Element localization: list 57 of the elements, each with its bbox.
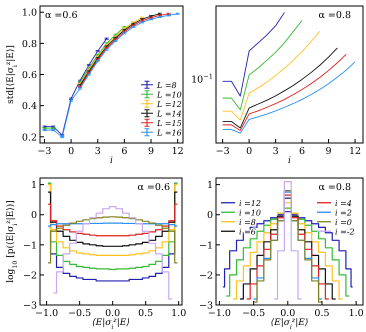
- x-tick-label: 0: [246, 146, 252, 157]
- y-tick-label: −2: [198, 270, 213, 282]
- x-axis-title: i: [288, 156, 292, 166]
- x-tick-label: −0.5: [242, 308, 266, 319]
- y-tick-label: −1: [22, 240, 37, 252]
- x-tick-label: 6: [299, 146, 306, 157]
- x-tick-label: 3: [94, 146, 101, 157]
- x-tick-label: 1.0: [171, 308, 186, 319]
- x-tick-label: 6: [121, 146, 128, 157]
- y-tick-label: 0.8: [22, 38, 37, 50]
- x-tick-label: 3: [272, 146, 279, 157]
- y-tick-label: 1.0: [22, 8, 37, 19]
- x-tick-label: 0.0: [280, 308, 296, 319]
- text: 10$^{−1}$: [191, 72, 213, 86]
- x-tick-label: 12: [172, 146, 184, 157]
- annotation: α =0.6: [137, 182, 170, 193]
- legend-label: L =8: [156, 80, 177, 90]
- legend-label: L =15: [156, 118, 182, 128]
- x-tick-label: 0.5: [314, 308, 330, 319]
- x-tick-label: 0: [68, 146, 74, 157]
- x-tick-label: 9: [148, 146, 154, 157]
- legend-label: L =14: [156, 109, 182, 118]
- y-tick-label: −3: [22, 300, 37, 312]
- y-tick-label: 1: [206, 180, 213, 192]
- x-tick-label: 1.0: [348, 308, 364, 319]
- x-axis-title: i: [110, 156, 114, 166]
- legend-label: L =10: [156, 90, 182, 100]
- x-tick-label: 9: [326, 146, 332, 157]
- x-tick-label: 0.0: [105, 308, 120, 319]
- annotation: α =0.8: [318, 10, 351, 21]
- x-tick-label: 0.5: [138, 308, 154, 319]
- y-tick-label: 0.2: [22, 132, 37, 144]
- y-tick-label: 1: [30, 180, 37, 192]
- x-axis-title: ⟨E|σ$_{i}$$^{z}$|E⟩: [270, 316, 308, 330]
- legend-label: L =12: [156, 100, 182, 109]
- y-tick-label: 0.6: [22, 70, 37, 81]
- annotation: α =0.6: [45, 10, 78, 21]
- y-tick-label: −2: [22, 270, 37, 282]
- y-tick-label: 0: [30, 210, 37, 222]
- x-tick-label: −3: [216, 146, 230, 157]
- x-tick-label: −1.0: [35, 308, 58, 319]
- legend-label: i =6: [239, 227, 256, 236]
- legend-label: i =8: [239, 218, 256, 227]
- x-tick-label: −0.5: [68, 308, 92, 319]
- y-tick-label: 0: [206, 210, 213, 222]
- y-tick-label: −1: [198, 240, 213, 252]
- legend-label: L =16: [156, 128, 182, 138]
- legend-label: i =0: [335, 218, 352, 227]
- legend-label: i =12: [239, 198, 261, 208]
- legend-label: i =2: [335, 208, 352, 218]
- annotation: α =0.8: [318, 182, 351, 193]
- x-tick-label: 12: [349, 146, 362, 157]
- y-tick-label: 0.4: [22, 101, 37, 112]
- legend-label: i =10: [239, 208, 261, 218]
- x-axis-title: ⟨E|σ$_{i}$$^{z}$|E⟩: [92, 316, 130, 330]
- legend-label: i =-2: [335, 227, 355, 236]
- legend-label: i =4: [335, 198, 352, 208]
